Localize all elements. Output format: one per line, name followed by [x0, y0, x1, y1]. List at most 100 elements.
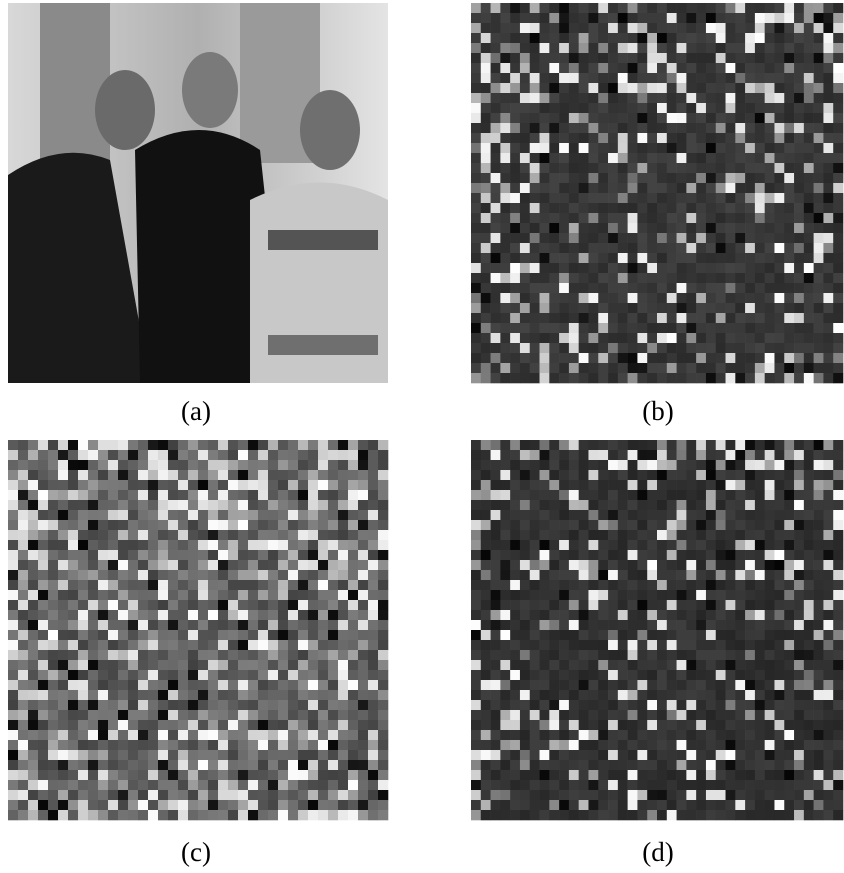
mosaic-cell — [579, 83, 589, 93]
mosaic-cell — [268, 760, 278, 770]
mosaic-cell — [784, 303, 794, 313]
mosaic-cell — [608, 143, 618, 153]
mosaic-cell — [833, 233, 843, 243]
mosaic-cell — [298, 560, 308, 570]
mosaic-cell — [569, 520, 579, 530]
mosaic-cell — [28, 670, 38, 680]
mosaic-cell — [726, 810, 736, 820]
mosaic-cell — [268, 730, 278, 740]
mosaic-cell — [530, 13, 540, 23]
mosaic-cell — [745, 720, 755, 730]
mosaic-cell — [823, 193, 833, 203]
mosaic-cell — [530, 103, 540, 113]
mosaic-cell — [549, 173, 559, 183]
mosaic-cell — [774, 273, 784, 283]
mosaic-cell — [706, 203, 716, 213]
mosaic-cell — [540, 780, 550, 790]
mosaic-cell — [28, 500, 38, 510]
mosaic-cell — [794, 470, 804, 480]
mosaic-cell — [358, 650, 368, 660]
mosaic-cell — [128, 600, 138, 610]
mosaic-cell — [18, 770, 28, 780]
mosaic-cell — [298, 770, 308, 780]
mosaic-cell — [128, 810, 138, 820]
mosaic-cell — [318, 750, 328, 760]
mosaic-cell — [118, 440, 128, 450]
mosaic-cell — [68, 490, 78, 500]
mosaic-cell — [716, 233, 726, 243]
mosaic-cell — [657, 450, 667, 460]
mosaic-cell — [368, 460, 378, 470]
mosaic-cell — [745, 113, 755, 123]
mosaic-cell — [178, 600, 188, 610]
mosaic-cell — [268, 800, 278, 810]
mosaic-cell — [647, 263, 657, 273]
mosaic-cell — [228, 640, 238, 650]
mosaic-cell — [491, 740, 501, 750]
mosaic-cell — [510, 293, 520, 303]
mosaic-cell — [677, 560, 687, 570]
mosaic-cell — [706, 780, 716, 790]
mosaic-cell — [471, 223, 481, 233]
mosaic-cell — [579, 520, 589, 530]
mosaic-cell — [530, 3, 540, 13]
mosaic-cell — [677, 73, 687, 83]
mosaic-cell — [540, 690, 550, 700]
mosaic-cell — [368, 650, 378, 660]
mosaic-cell — [755, 670, 765, 680]
mosaic-cell — [794, 750, 804, 760]
mosaic-cell — [500, 353, 510, 363]
mosaic-cell — [510, 283, 520, 293]
mosaic-cell — [745, 33, 755, 43]
mosaic-cell — [128, 760, 138, 770]
mosaic-cell — [288, 490, 298, 500]
mosaic-cell — [657, 253, 667, 263]
mosaic-cell — [814, 480, 824, 490]
mosaic-cell — [500, 113, 510, 123]
mosaic-cell — [765, 630, 775, 640]
mosaic-cell — [308, 540, 318, 550]
mosaic-cell — [804, 750, 814, 760]
mosaic-cell — [667, 293, 677, 303]
mosaic-cell — [318, 450, 328, 460]
mosaic-cell — [248, 760, 258, 770]
mosaic-cell — [647, 560, 657, 570]
mosaic-cell — [677, 363, 687, 373]
mosaic-cell — [794, 710, 804, 720]
mosaic-cell — [138, 790, 148, 800]
mosaic-cell — [500, 263, 510, 273]
mosaic-cell — [158, 790, 168, 800]
mosaic-cell — [88, 640, 98, 650]
mosaic-cell — [716, 43, 726, 53]
mosaic-cell — [784, 113, 794, 123]
mosaic-cell — [481, 353, 491, 363]
mosaic-cell — [735, 243, 745, 253]
mosaic-cell — [228, 720, 238, 730]
mosaic-cell — [647, 283, 657, 293]
mosaic-cell — [637, 590, 647, 600]
mosaic-cell — [248, 490, 258, 500]
mosaic-cell — [765, 193, 775, 203]
mosaic-cell — [784, 700, 794, 710]
mosaic-cell — [735, 143, 745, 153]
mosaic-cell — [794, 163, 804, 173]
mosaic-cell — [823, 123, 833, 133]
mosaic-cell — [667, 770, 677, 780]
mosaic-cell — [118, 530, 128, 540]
mosaic-cell — [657, 440, 667, 450]
mosaic-cell — [78, 540, 88, 550]
mosaic-cell — [628, 203, 638, 213]
mosaic-cell — [755, 303, 765, 313]
mosaic-cell — [28, 680, 38, 690]
mosaic-cell — [491, 313, 501, 323]
mosaic-cell — [510, 710, 520, 720]
mosaic-cell — [735, 530, 745, 540]
mosaic-cell — [814, 323, 824, 333]
mosaic-cell — [288, 540, 298, 550]
mosaic-cell — [794, 63, 804, 73]
mosaic-cell — [58, 470, 68, 480]
mosaic-cell — [88, 480, 98, 490]
mosaic-cell — [814, 173, 824, 183]
mosaic-cell — [559, 480, 569, 490]
mosaic-cell — [500, 750, 510, 760]
